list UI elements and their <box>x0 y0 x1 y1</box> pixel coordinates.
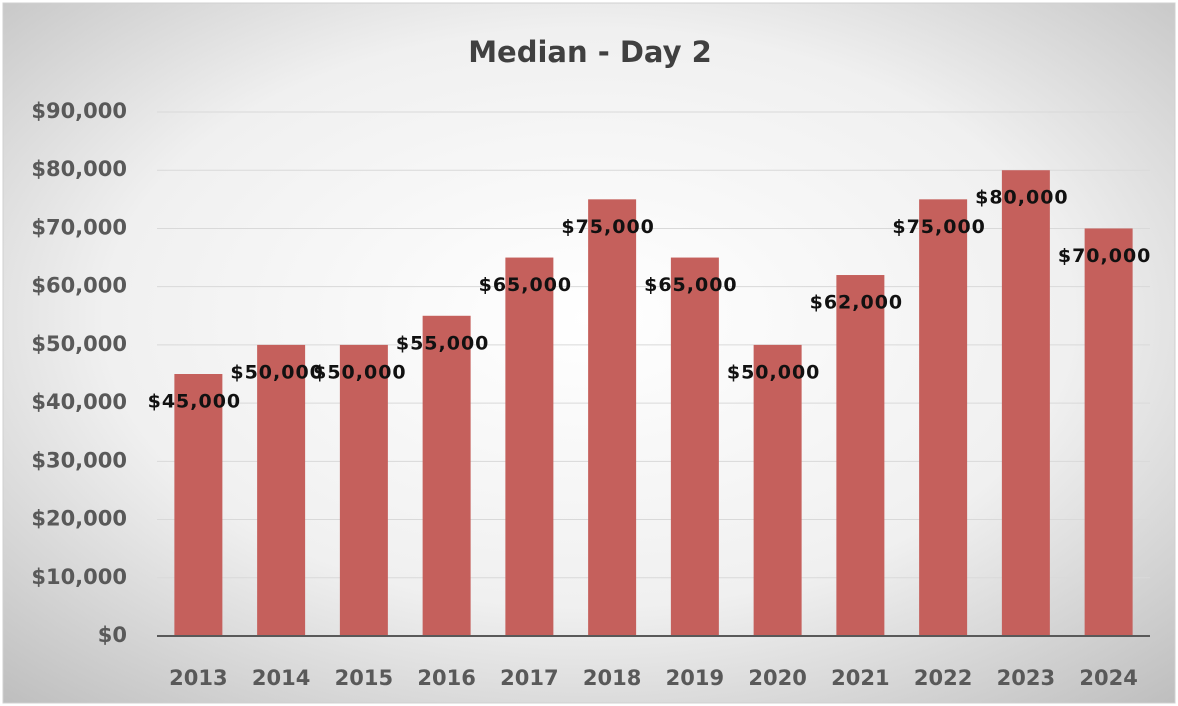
bar <box>836 275 885 636</box>
x-tick-label: 2024 <box>1079 666 1137 690</box>
x-tick-label: 2021 <box>831 666 889 690</box>
bar <box>422 315 471 636</box>
y-tick-label: $80,000 <box>31 157 127 181</box>
y-tick-label: $0 <box>98 623 127 647</box>
data-label: $50,000 <box>313 361 407 383</box>
x-tick-label: 2018 <box>583 666 641 690</box>
x-tick-label: 2023 <box>997 666 1055 690</box>
bar <box>1001 170 1050 636</box>
x-tick-label: 2020 <box>748 666 806 690</box>
data-label: $65,000 <box>479 274 573 296</box>
y-tick-label: $70,000 <box>31 215 127 239</box>
y-tick-label: $60,000 <box>31 274 127 298</box>
data-label: $50,000 <box>230 361 324 383</box>
bar <box>588 199 637 637</box>
x-tick-label: 2022 <box>914 666 972 690</box>
bar <box>670 257 719 636</box>
y-tick-label: $90,000 <box>31 99 127 123</box>
x-tick-label: 2013 <box>169 666 227 690</box>
bar <box>505 257 554 636</box>
y-tick-label: $30,000 <box>31 448 127 472</box>
x-tick-label: 2016 <box>417 666 475 690</box>
data-label: $80,000 <box>975 187 1069 209</box>
y-tick-label: $10,000 <box>31 565 127 589</box>
data-label: $75,000 <box>561 216 655 238</box>
data-label: $55,000 <box>396 332 490 354</box>
data-label: $45,000 <box>148 391 242 413</box>
data-label: $50,000 <box>727 361 821 383</box>
bar <box>753 344 802 636</box>
y-tick-label: $40,000 <box>31 390 127 414</box>
bar <box>1084 228 1133 636</box>
data-label: $75,000 <box>892 216 986 238</box>
x-tick-label: 2019 <box>666 666 724 690</box>
x-tick-label: 2015 <box>335 666 393 690</box>
data-label: $65,000 <box>644 274 738 296</box>
y-tick-label: $20,000 <box>31 507 127 531</box>
x-tick-label: 2014 <box>252 666 310 690</box>
bar <box>919 199 968 637</box>
chart-title: Median - Day 2 <box>468 35 712 69</box>
y-tick-label: $50,000 <box>31 332 127 356</box>
data-label: $70,000 <box>1058 245 1152 267</box>
data-label: $62,000 <box>810 292 904 314</box>
bar <box>257 344 306 636</box>
x-tick-label: 2017 <box>500 666 558 690</box>
bar <box>339 344 388 636</box>
bar <box>174 374 223 636</box>
